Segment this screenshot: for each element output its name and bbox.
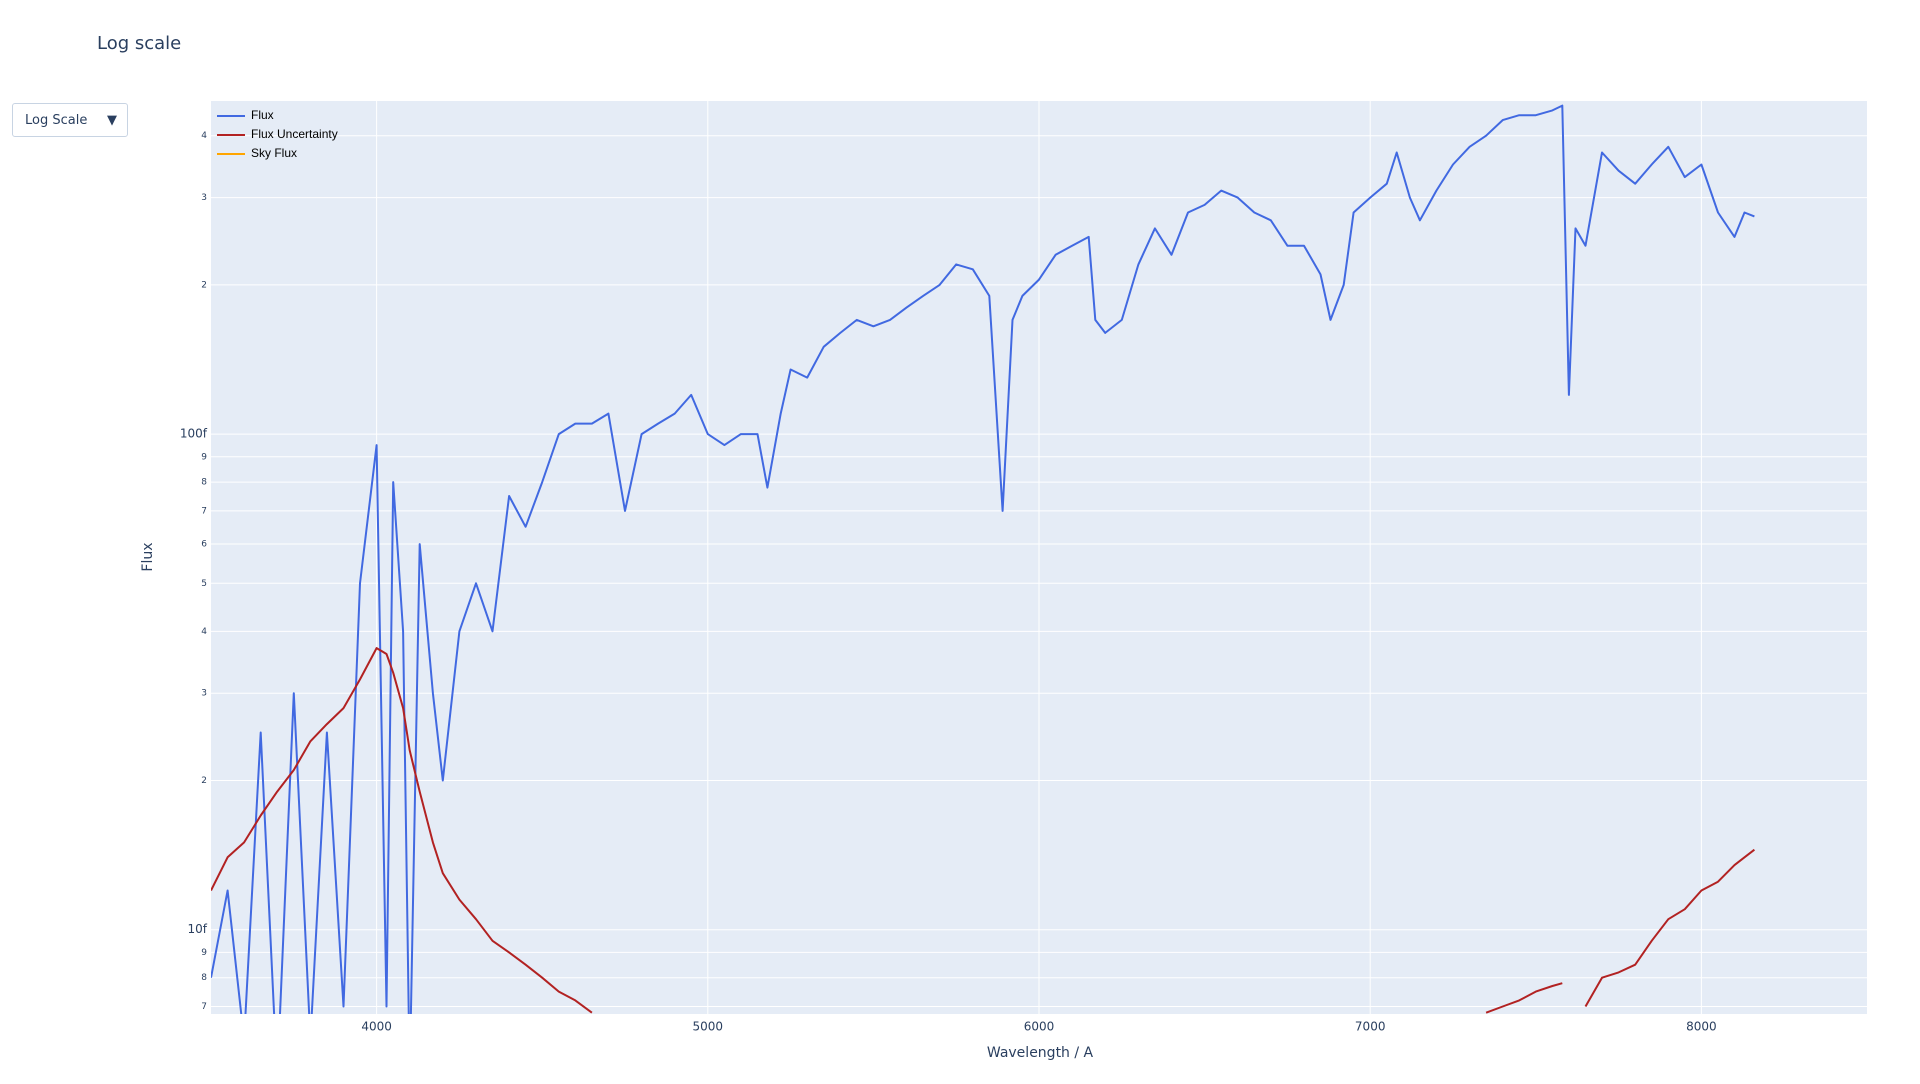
- chart-title: Log scale: [97, 33, 181, 54]
- y-tick-label: 8: [201, 478, 207, 488]
- y-tick-label: 5: [201, 579, 207, 589]
- x-tick-label: 5000: [693, 1020, 724, 1034]
- y-tick-label: 4: [201, 131, 207, 141]
- legend-label: Sky Flux: [251, 146, 297, 160]
- x-tick-label: 6000: [1024, 1020, 1055, 1034]
- y-tick-label: 2: [201, 776, 207, 786]
- y-tick-label: 10f: [188, 922, 208, 936]
- series-line: [211, 104, 1755, 1014]
- scale-dropdown[interactable]: Log Scale ▼: [12, 103, 128, 137]
- y-axis-title: Flux: [140, 542, 156, 571]
- y-tick-label: 9: [201, 948, 207, 958]
- y-tick-label: 4: [201, 627, 207, 637]
- y-tick-label: 3: [201, 193, 207, 203]
- y-tick-label: 8: [201, 973, 207, 983]
- y-tick-label: 7: [201, 506, 207, 516]
- legend-label: Flux Uncertainty: [251, 127, 338, 141]
- y-tick-label: 7: [201, 1002, 207, 1012]
- x-axis-title: Wavelength / A: [987, 1045, 1094, 1061]
- y-tick-label: 9: [201, 452, 207, 462]
- dropdown-label: Log Scale: [25, 112, 88, 128]
- series-line: [211, 647, 1756, 1014]
- legend-label: Flux: [251, 108, 274, 122]
- y-tick-label: 6: [201, 540, 207, 550]
- y-tick-label: 2: [201, 280, 207, 290]
- dropdown-arrow: ▼: [107, 112, 117, 128]
- x-tick-label: 8000: [1686, 1020, 1717, 1034]
- x-tick-label: 4000: [361, 1020, 392, 1034]
- y-tick-label: 100f: [180, 427, 208, 441]
- y-tick-label: 3: [201, 689, 207, 699]
- x-tick-label: 7000: [1355, 1020, 1386, 1034]
